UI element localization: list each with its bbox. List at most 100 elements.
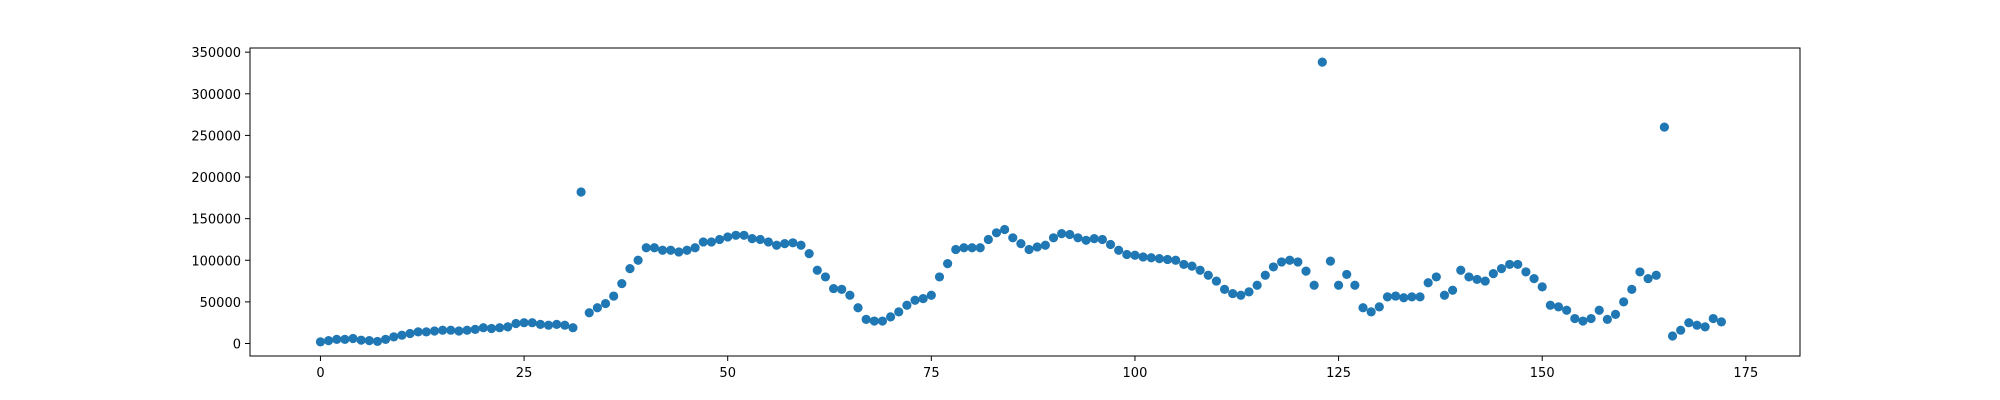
x-tick-label: 100 <box>1123 366 1148 381</box>
data-point <box>1529 273 1539 284</box>
data-point <box>421 327 431 337</box>
data-point <box>1545 300 1555 310</box>
data-point <box>1553 302 1564 312</box>
data-point <box>804 249 814 259</box>
data-point <box>323 336 334 346</box>
data-point <box>1578 316 1588 326</box>
data-point <box>1073 233 1083 243</box>
data-point <box>1562 305 1572 315</box>
data-point <box>1146 253 1156 263</box>
data-point <box>845 290 855 300</box>
data-point <box>1089 234 1099 244</box>
data-point <box>771 240 782 250</box>
data-point <box>991 228 1002 238</box>
data-point <box>837 284 847 295</box>
data-point <box>1219 284 1230 295</box>
data-point <box>1513 259 1523 270</box>
data-point <box>1627 284 1637 295</box>
data-point <box>951 244 961 255</box>
data-point <box>1488 268 1498 279</box>
data-point <box>1496 263 1507 274</box>
data-point <box>1676 325 1686 335</box>
data-point <box>747 234 757 244</box>
data-point <box>1187 261 1197 271</box>
data-point <box>1456 265 1466 275</box>
data-point <box>1097 234 1107 245</box>
y-tick-label: 50000 <box>200 296 241 311</box>
y-tick-label: 150000 <box>191 213 241 228</box>
data-point <box>812 265 822 275</box>
y-axis: 0 50000 100000 150000 200000 250000 300000 3500… <box>191 46 250 353</box>
data-point <box>731 230 741 240</box>
data-point <box>943 259 953 269</box>
data-point <box>438 325 448 335</box>
data-point <box>1179 259 1189 270</box>
x-tick-label: 25 <box>516 366 533 381</box>
data-point <box>1464 272 1474 282</box>
data-point <box>649 243 660 253</box>
data-point <box>397 330 407 340</box>
data-point <box>975 243 985 253</box>
y-tick-label: 0 <box>233 338 241 353</box>
data-point <box>511 318 521 329</box>
data-point <box>666 245 676 255</box>
x-tick-label: 125 <box>1326 366 1351 381</box>
data-point <box>332 334 342 344</box>
data-point <box>1325 256 1336 266</box>
data-point <box>1692 320 1702 330</box>
data-point <box>894 307 904 317</box>
data-point <box>723 232 733 242</box>
data-point <box>1570 313 1580 324</box>
data-point <box>454 326 464 336</box>
data-point <box>1407 292 1417 302</box>
data-point <box>1708 313 1718 324</box>
data-point <box>1276 257 1287 267</box>
data-point <box>600 298 611 309</box>
data-point <box>690 243 700 253</box>
data-point <box>967 243 977 253</box>
data-point <box>1138 252 1148 262</box>
data-point <box>1659 122 1669 132</box>
data-point <box>739 230 749 240</box>
data-point <box>560 320 570 330</box>
data-point <box>1350 280 1360 290</box>
y-tick-label: 100000 <box>191 254 241 269</box>
data-point <box>902 300 912 310</box>
data-point <box>828 283 839 294</box>
x-tick-label: 175 <box>1733 366 1758 381</box>
data-point <box>1537 282 1547 292</box>
data-point <box>1382 292 1393 302</box>
data-point <box>364 336 374 346</box>
data-point <box>429 326 440 336</box>
data-point <box>1472 274 1482 285</box>
data-point <box>657 245 668 255</box>
data-point <box>1431 272 1441 282</box>
data-point <box>1366 307 1376 317</box>
x-tick-label: 75 <box>923 366 940 381</box>
data-point <box>877 316 888 326</box>
data-point <box>714 234 725 245</box>
data-point <box>641 243 651 253</box>
data-point <box>1374 302 1384 312</box>
data-point <box>1390 291 1401 301</box>
data-point <box>853 303 863 313</box>
data-points <box>315 57 1727 347</box>
data-point <box>617 278 627 289</box>
data-point <box>543 320 554 330</box>
data-point <box>1415 292 1425 302</box>
data-point <box>788 238 798 248</box>
data-point <box>446 325 456 335</box>
data-point <box>1700 322 1710 332</box>
data-point <box>315 337 326 347</box>
data-point <box>1195 265 1205 275</box>
data-point <box>869 316 879 326</box>
data-point <box>1602 314 1612 324</box>
data-point <box>1651 270 1661 280</box>
x-tick-label: 150 <box>1530 366 1555 381</box>
data-point <box>1122 249 1132 260</box>
data-point <box>763 237 774 247</box>
data-point <box>1130 250 1140 260</box>
data-point <box>1342 269 1352 280</box>
data-point <box>1024 244 1034 255</box>
